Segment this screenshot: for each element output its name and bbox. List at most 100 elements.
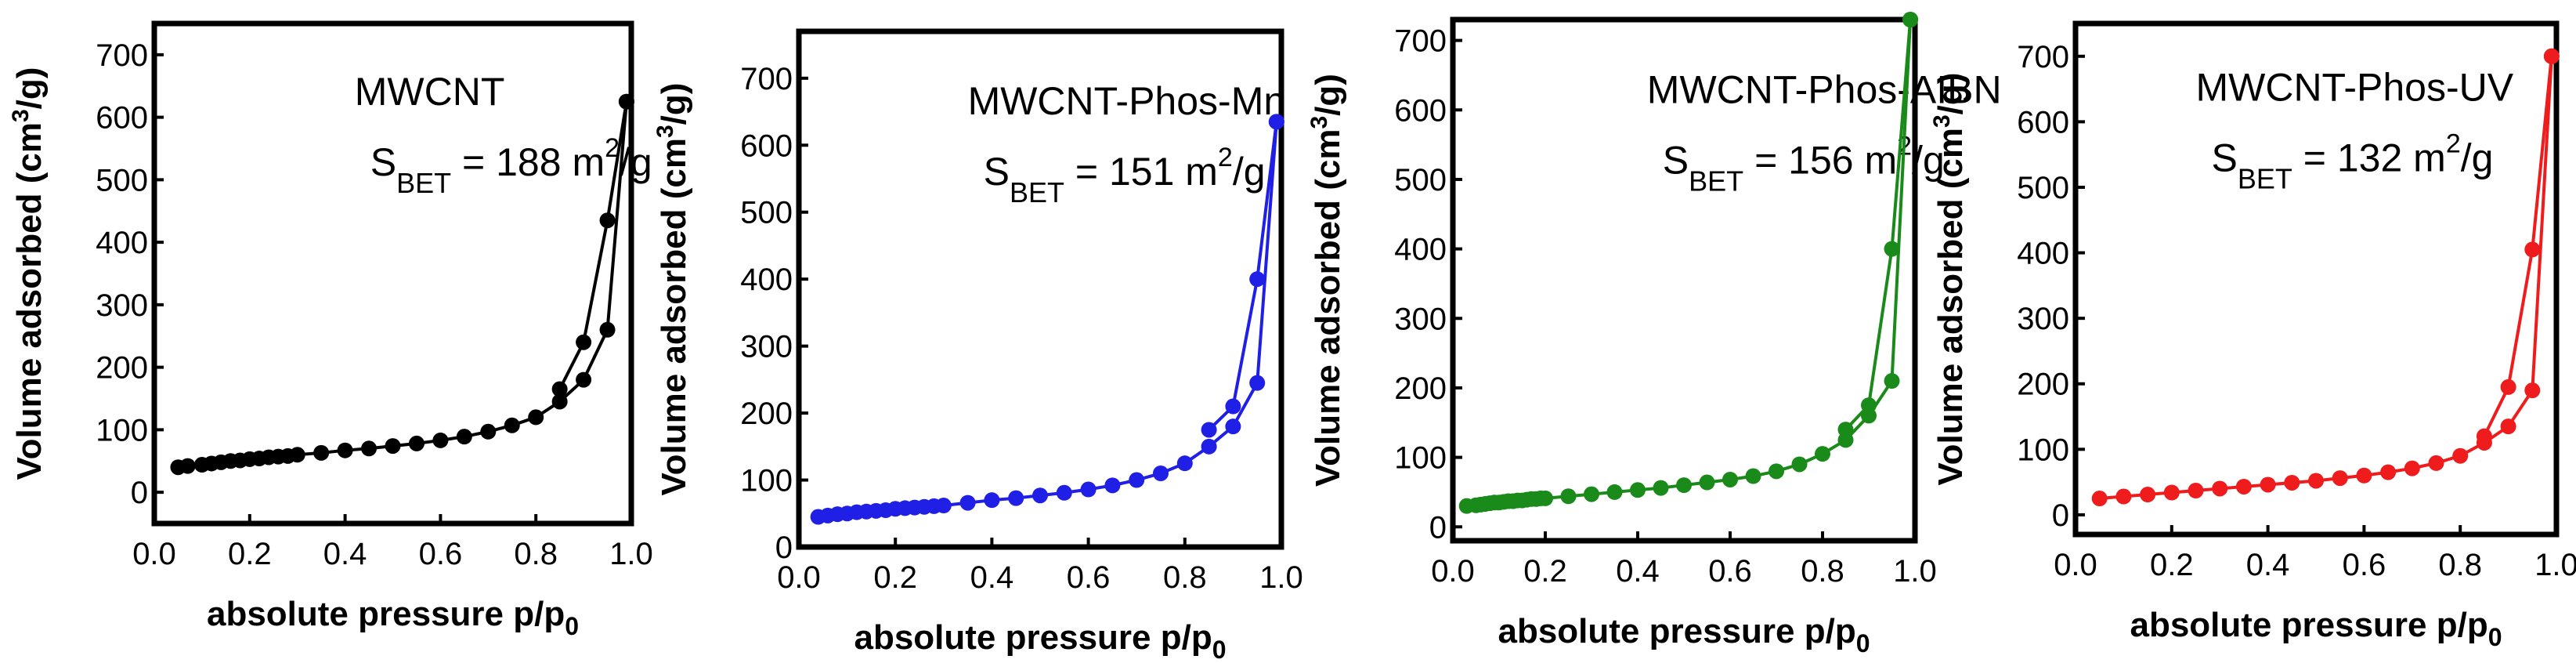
x-tick-label: 1.0 [1259, 560, 1303, 595]
data-point [551, 381, 568, 397]
y-tick-label: 400 [1394, 233, 1447, 267]
y-tick-label: 500 [740, 196, 793, 230]
x-tick-label: 0.0 [777, 560, 821, 595]
panel-title: MWCNT-Phos-AIBN [1647, 68, 2002, 112]
y-tick-label: 300 [740, 330, 793, 364]
y-axis-title: Volume adsorbed (cm3/g) [652, 83, 693, 496]
x-tick-label: 0.2 [2150, 548, 2194, 582]
bet-surface-area: SBET = 151 m2/g [984, 143, 1266, 208]
x-tick-label: 1.0 [1893, 554, 1937, 589]
plot-frame [1450, 16, 1918, 544]
x-tick-label: 0.2 [228, 537, 272, 571]
y-tick-label: 700 [1394, 24, 1447, 59]
data-point [2212, 480, 2228, 497]
plot-frame [2072, 20, 2560, 538]
data-point [1176, 455, 1193, 472]
data-point [1225, 398, 1241, 415]
y-tick-label: 200 [96, 351, 148, 386]
x-axis-title: absolute pressure p/p0 [854, 618, 1226, 663]
x-axis-title: absolute pressure p/p0 [1498, 612, 1870, 658]
y-tick-label: 300 [96, 288, 148, 323]
data-point [1769, 463, 1784, 480]
data-point [2188, 482, 2204, 498]
y-tick-label: 600 [1394, 93, 1447, 128]
y-tick-label: 600 [2017, 105, 2069, 139]
panel-title: MWCNT-Phos-Mn [968, 79, 1286, 123]
data-point [1815, 446, 1830, 462]
data-point [408, 435, 425, 451]
data-point [2428, 455, 2444, 471]
x-tick-label: 0.0 [132, 537, 176, 571]
x-tick-label: 0.8 [2438, 548, 2482, 582]
y-tick-label: 200 [1394, 371, 1447, 406]
data-point [179, 458, 196, 474]
data-point [385, 438, 401, 455]
y-tick-label: 500 [2017, 171, 2069, 205]
x-tick-label: 0.8 [1163, 560, 1207, 595]
x-tick-label: 0.2 [873, 560, 917, 595]
desorption-line [1844, 19, 1913, 431]
data-point [959, 495, 976, 511]
chart-panel: 0.0 0.2 0.4 0.6 0.8 1.0 0 100 200 300 400 500 600 700… [1306, 12, 2002, 658]
data-point [1032, 487, 1048, 504]
x-tick-label: 0.0 [2054, 548, 2097, 582]
data-point [2404, 460, 2420, 476]
y-tick-label: 700 [96, 38, 148, 73]
data-point [1791, 456, 1808, 473]
data-point [2260, 476, 2276, 493]
y-tick-label: 500 [1394, 163, 1447, 197]
data-point [1837, 422, 1854, 438]
data-point [2235, 478, 2252, 495]
data-point [2500, 379, 2516, 395]
data-point [337, 442, 353, 458]
data-point [1884, 241, 1900, 257]
x-tick-label: 0.8 [1801, 554, 1844, 589]
data-point [313, 444, 330, 461]
data-point [289, 447, 305, 463]
x-tick-label: 0.8 [514, 537, 558, 571]
y-axis-title: Volume adsorbed (cm3/g) [1929, 73, 1970, 486]
data-point [2284, 474, 2300, 491]
x-tick-label: 0.4 [323, 537, 367, 571]
data-point [2524, 241, 2541, 258]
data-point [2380, 464, 2397, 480]
data-point [1584, 486, 1599, 502]
data-point [2452, 447, 2469, 464]
x-tick-label: 0.6 [1067, 560, 1111, 595]
y-tick-label: 100 [740, 464, 793, 498]
chart-panel: 0.0 0.2 0.4 0.6 0.8 1.0 0 100 200 300 400 500 600 700… [1929, 20, 2576, 651]
x-tick-label: 0.0 [1431, 554, 1475, 589]
data-point [1537, 490, 1553, 506]
data-point [1861, 397, 1877, 414]
data-point [1630, 482, 1646, 498]
y-tick-label: 200 [2017, 368, 2069, 402]
x-tick-label: 1.0 [2534, 548, 2576, 582]
y-tick-label: 400 [2017, 237, 2069, 271]
y-tick-label: 0 [2052, 498, 2069, 533]
plot-frame [796, 28, 1284, 550]
data-point [1249, 271, 1266, 288]
data-point [2332, 470, 2348, 487]
y-tick-label: 500 [96, 163, 148, 197]
data-point [1606, 484, 1623, 500]
y-tick-label: 400 [96, 226, 148, 260]
data-point [456, 429, 472, 445]
y-tick-label: 600 [96, 101, 148, 136]
bet-surface-area: SBET = 188 m2/g [370, 133, 652, 199]
x-tick-label: 0.4 [1616, 554, 1660, 589]
y-tick-label: 0 [775, 531, 793, 565]
x-tick-label: 1.0 [609, 537, 653, 571]
data-point [1676, 477, 1692, 494]
y-tick-label: 0 [1429, 510, 1447, 545]
x-axis-title: absolute pressure p/p0 [207, 595, 579, 640]
data-point [528, 409, 544, 426]
data-point [1902, 12, 1919, 27]
data-point [2543, 48, 2560, 64]
data-point [1008, 490, 1024, 506]
data-point [2308, 473, 2324, 489]
data-point [504, 417, 520, 433]
y-tick-label: 700 [740, 62, 793, 96]
data-point [1129, 472, 1145, 488]
data-point [576, 371, 592, 388]
